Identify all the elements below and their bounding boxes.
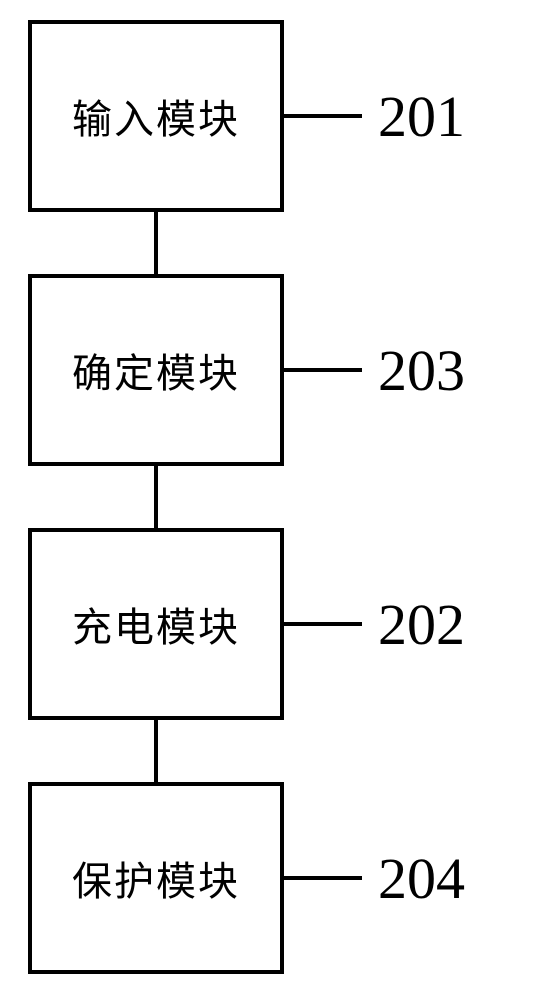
connector-vertical (154, 212, 158, 274)
module-box-text: 充电模块 (72, 595, 240, 653)
connector-horizontal (284, 114, 362, 118)
connector-horizontal (284, 876, 362, 880)
connector-vertical (154, 720, 158, 782)
module-box-n2: 确定模块 (28, 274, 284, 466)
module-label-n2: 203 (378, 334, 465, 406)
module-label-n4: 204 (378, 842, 465, 914)
module-box-text: 保护模块 (72, 849, 240, 907)
module-box-n4: 保护模块 (28, 782, 284, 974)
connector-vertical (154, 466, 158, 528)
diagram-canvas: 输入模块 201 确定模块 203 充电模块 202 保护模块 204 (0, 0, 558, 1000)
module-label-n1: 201 (378, 80, 465, 152)
module-box-n1: 输入模块 (28, 20, 284, 212)
module-box-text: 确定模块 (72, 341, 240, 399)
module-box-n3: 充电模块 (28, 528, 284, 720)
connector-horizontal (284, 368, 362, 372)
connector-horizontal (284, 622, 362, 626)
module-label-n3: 202 (378, 588, 465, 660)
module-box-text: 输入模块 (72, 87, 240, 145)
